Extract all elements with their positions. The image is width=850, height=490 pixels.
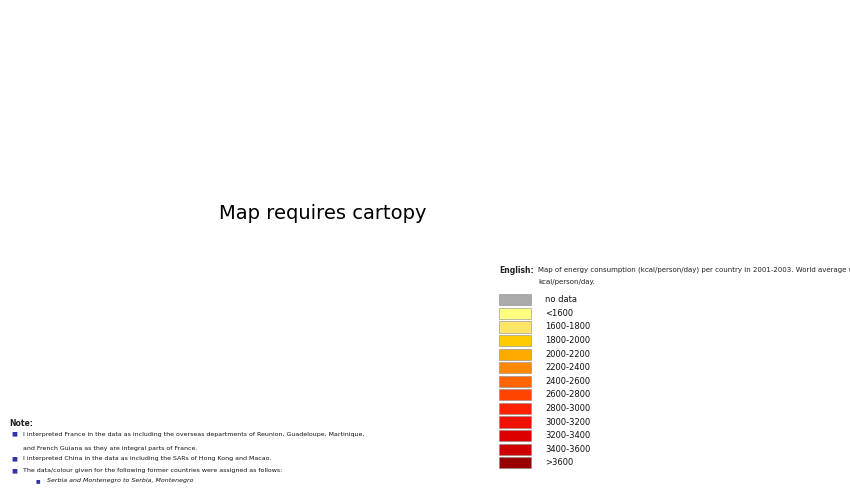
Bar: [499, 389, 531, 400]
Text: 1600-1800: 1600-1800: [545, 322, 591, 331]
Text: kcal/person/day.: kcal/person/day.: [538, 279, 595, 285]
Text: Map requires cartopy: Map requires cartopy: [219, 204, 427, 222]
Text: Serbia and Montenegro to Serbia, Montenegro: Serbia and Montenegro to Serbia, Montene…: [47, 478, 194, 483]
Text: 2400-2600: 2400-2600: [545, 377, 590, 386]
Bar: [499, 294, 531, 305]
Text: The data/colour given for the following former countries were assigned as follow: The data/colour given for the following …: [23, 468, 282, 473]
Text: Note:: Note:: [9, 418, 33, 428]
Text: ■: ■: [11, 456, 17, 461]
Bar: [499, 403, 531, 414]
Text: 3400-3600: 3400-3600: [545, 445, 591, 454]
Text: ■: ■: [11, 468, 17, 473]
Text: no data: no data: [545, 295, 577, 304]
Bar: [499, 335, 531, 346]
Text: 2200-2400: 2200-2400: [545, 363, 590, 372]
Text: ■: ■: [11, 432, 17, 437]
Bar: [499, 376, 531, 387]
Text: 3000-3200: 3000-3200: [545, 417, 591, 427]
Bar: [499, 443, 531, 455]
Text: and French Guiana as they are integral parts of France.: and French Guiana as they are integral p…: [23, 446, 198, 451]
Text: English:: English:: [499, 266, 534, 275]
Text: 2000-2200: 2000-2200: [545, 350, 590, 359]
Bar: [499, 348, 531, 360]
Bar: [499, 457, 531, 468]
Bar: [499, 416, 531, 428]
Bar: [499, 430, 531, 441]
Text: 1800-2000: 1800-2000: [545, 336, 590, 345]
Bar: [499, 308, 531, 319]
Bar: [499, 321, 531, 333]
Text: >3600: >3600: [545, 458, 574, 467]
Text: <1600: <1600: [545, 309, 573, 318]
Bar: [499, 362, 531, 373]
Text: 3200-3400: 3200-3400: [545, 431, 591, 440]
Text: I interpreted France in the data as including the overseas departments of Reunio: I interpreted France in the data as incl…: [23, 432, 365, 437]
Text: I interpreted China in the data as including the SARs of Hong Kong and Macao.: I interpreted China in the data as inclu…: [23, 456, 272, 461]
Text: 2800-3000: 2800-3000: [545, 404, 591, 413]
Text: Map of energy consumption (kcal/person/day) per country in 2001-2003. World aver: Map of energy consumption (kcal/person/d…: [538, 266, 850, 272]
Text: ■: ■: [35, 478, 40, 483]
Text: 2600-2800: 2600-2800: [545, 391, 591, 399]
